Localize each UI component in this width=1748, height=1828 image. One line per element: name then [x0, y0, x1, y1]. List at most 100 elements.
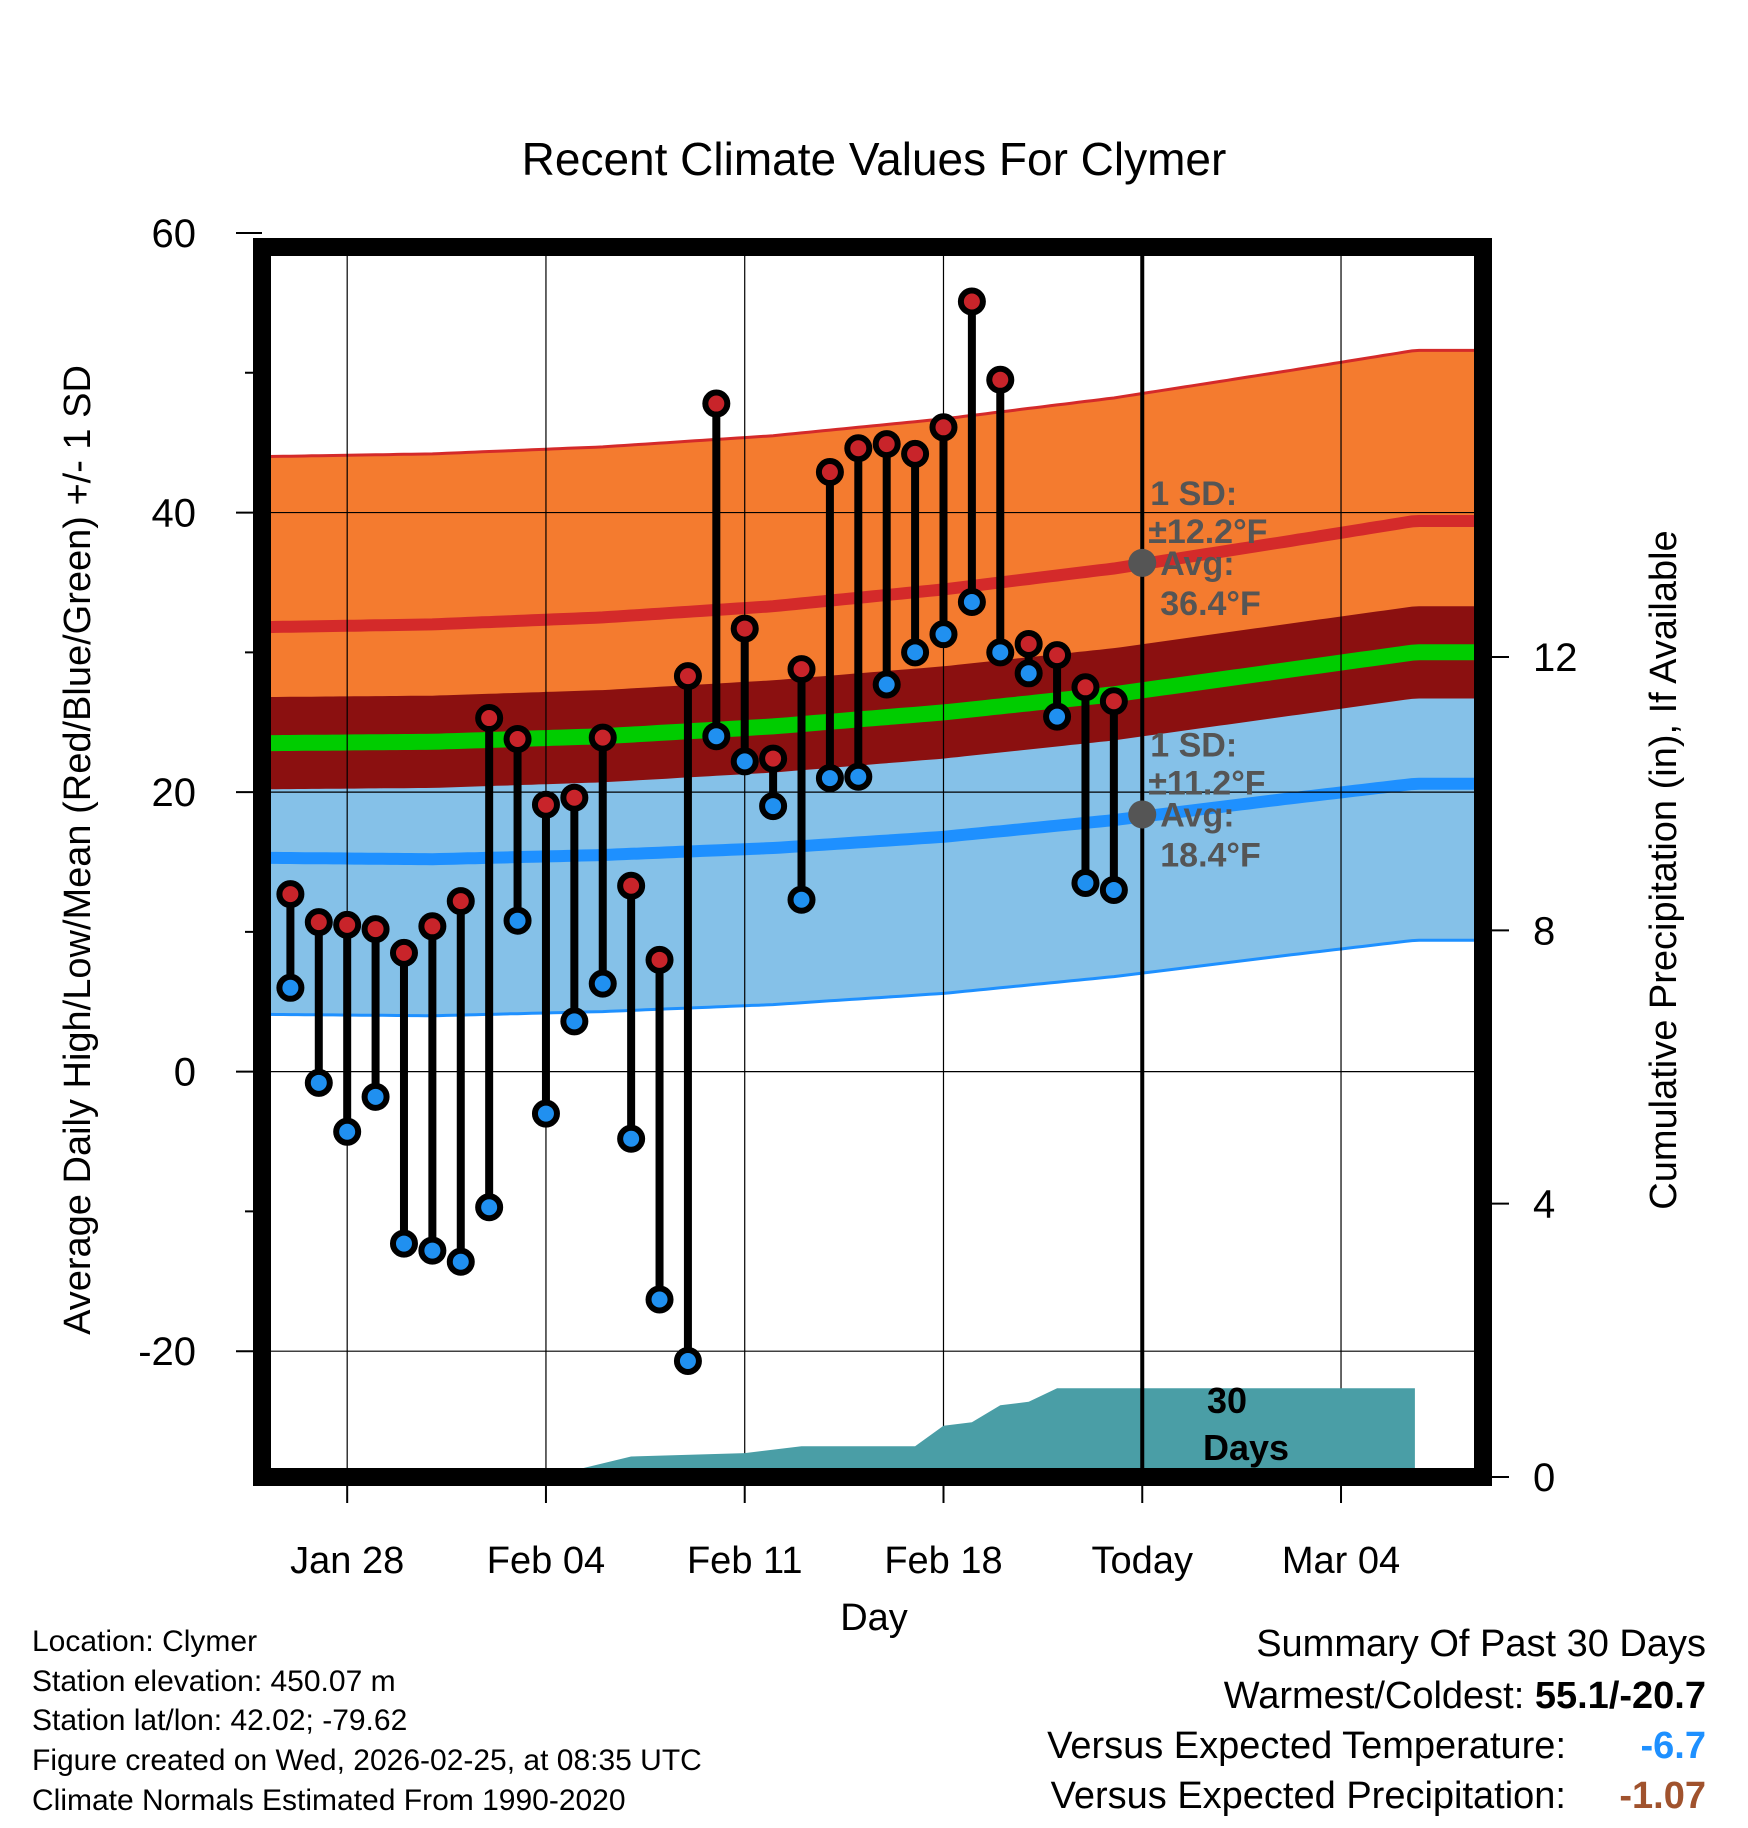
summary-warmest-row: Warmest/Coldest: 55.1/-20.7 — [1224, 1675, 1706, 1718]
x-tick-label: Feb 04 — [487, 1540, 605, 1582]
y2-tick-label: 4 — [1533, 1183, 1555, 1227]
high-temp-dot — [1071, 673, 1100, 702]
high-temp-dot — [759, 744, 788, 773]
y-tick-label: 40 — [152, 492, 197, 536]
low-temp-dot — [730, 747, 759, 776]
days-label-line2: Days — [1203, 1427, 1289, 1468]
low-temp-dot — [304, 1068, 333, 1097]
high-temp-dot — [1014, 629, 1043, 658]
summary-temp-label: Versus Expected Temperature: — [1047, 1725, 1566, 1767]
low-temp-dot — [503, 906, 532, 935]
high-temp-dot — [617, 871, 646, 900]
high-temp-dot — [957, 287, 986, 316]
low-temp-dot — [986, 638, 1015, 667]
high-temp-dot — [673, 662, 702, 691]
low-temp-dot — [844, 762, 873, 791]
low-temp-dot — [560, 1007, 589, 1036]
high-temp-dot — [588, 723, 617, 752]
high-temp-dot — [645, 945, 674, 974]
y-tick-label: 0 — [174, 1051, 196, 1095]
low-temp-dot — [787, 885, 816, 914]
low-temp-dot — [276, 973, 305, 1002]
summary-warmest-label: Warmest/Coldest: — [1223, 1675, 1525, 1717]
low-avg-label: Avg: — [1160, 796, 1234, 834]
x-axis-label: Day — [840, 1597, 908, 1639]
high-temp-dot — [418, 912, 447, 941]
low-temp-dot — [588, 969, 617, 998]
x-tick-label: Jan 28 — [290, 1540, 404, 1582]
high-temp-dot — [872, 430, 901, 459]
low-temp-dot — [418, 1236, 447, 1265]
low-temp-dot — [759, 792, 788, 821]
chart-title: Recent Climate Values For Clymer — [522, 133, 1227, 185]
low-temp-dot — [1043, 702, 1072, 731]
low-temp-dot — [617, 1124, 646, 1153]
mean-avg-line — [261, 644, 1483, 752]
precip-area — [262, 1388, 1415, 1477]
x-tick-label: Today — [1092, 1540, 1193, 1582]
low-temp-dot — [1014, 659, 1043, 688]
high-temp-dot — [787, 655, 816, 684]
x-tick-label: Mar 04 — [1282, 1540, 1400, 1582]
y-tick-label: -20 — [138, 1330, 196, 1374]
low-temp-dot — [1099, 875, 1128, 904]
days-label-line1: 30 — [1207, 1380, 1247, 1421]
low-temp-dot — [446, 1247, 475, 1276]
y2-tick-label: 12 — [1533, 636, 1578, 680]
y-tick-label: 20 — [152, 771, 197, 815]
low-avg-line — [261, 777, 1483, 866]
y2-tick-label: 8 — [1533, 909, 1555, 953]
summary-temp-value: -6.7 — [1640, 1725, 1706, 1767]
low-temp-dot — [702, 722, 731, 751]
high-temp-dot — [702, 389, 731, 418]
low-sd-label: 1 SD: — [1150, 726, 1237, 764]
low-temp-dot — [531, 1099, 560, 1128]
low-sd-value: ±11.2°F — [1148, 764, 1265, 802]
summary-title: Summary Of Past 30 Days — [1256, 1623, 1706, 1665]
high-avg-dot — [1128, 548, 1157, 577]
y-axis-label: Average Daily High/Low/Mean (Red/Blue/Gr… — [57, 365, 99, 1335]
high-temp-dot — [1043, 641, 1072, 670]
high-temp-dot — [361, 915, 390, 944]
high-sd-label: 1 SD: — [1150, 475, 1237, 513]
low-avg-value: 18.4°F — [1160, 836, 1261, 874]
low-temp-dot — [872, 670, 901, 699]
low-temp-dot — [389, 1229, 418, 1258]
low-temp-dot — [929, 620, 958, 649]
high-temp-dot — [815, 458, 844, 487]
high-sd-value: ±12.2°F — [1148, 513, 1267, 551]
low-temp-dot — [1071, 868, 1100, 897]
high-avg-line — [261, 515, 1483, 634]
low-temp-dot — [901, 638, 930, 667]
summary-precip-label: Versus Expected Precipitation: — [1050, 1775, 1566, 1817]
low-avg-dot — [1128, 800, 1157, 829]
y2-tick-label: 0 — [1533, 1456, 1555, 1500]
high-avg-value: 36.4°F — [1160, 585, 1261, 623]
low-temp-dot — [645, 1285, 674, 1314]
footer-elevation: Station elevation: 450.07 m — [32, 1665, 396, 1698]
low-sd-lower-line — [262, 938, 1483, 1018]
low-temp-dot — [957, 588, 986, 617]
high-temp-dot — [531, 790, 560, 819]
low-temp-dot — [475, 1193, 504, 1222]
high-temp-dot — [276, 880, 305, 909]
high-temp-dot — [929, 413, 958, 442]
low-temp-dot — [815, 764, 844, 793]
high-temp-dot — [304, 908, 333, 937]
y2-axis-label: Cumulative Precipitation (in), If Availa… — [1643, 530, 1685, 1209]
footer-location: Location: Clymer — [32, 1625, 258, 1658]
summary-precip-value: -1.07 — [1619, 1775, 1706, 1817]
footer-normals: Climate Normals Estimated From 1990-2020 — [32, 1784, 626, 1817]
high-temp-dot — [503, 725, 532, 753]
high-temp-dot — [1099, 687, 1128, 716]
low-temp-dot — [333, 1117, 362, 1146]
high-temp-dot — [986, 365, 1015, 394]
high-temp-dot — [389, 938, 418, 967]
summary-warmest-value: 55.1/-20.7 — [1534, 1675, 1706, 1717]
high-avg-label: Avg: — [1160, 545, 1234, 583]
high-temp-dot — [730, 614, 759, 643]
high-temp-dot — [446, 887, 475, 916]
footer-latlon: Station lat/lon: 42.02; -79.62 — [32, 1704, 408, 1737]
footer-created: Figure created on Wed, 2026-02-25, at 08… — [32, 1744, 702, 1777]
